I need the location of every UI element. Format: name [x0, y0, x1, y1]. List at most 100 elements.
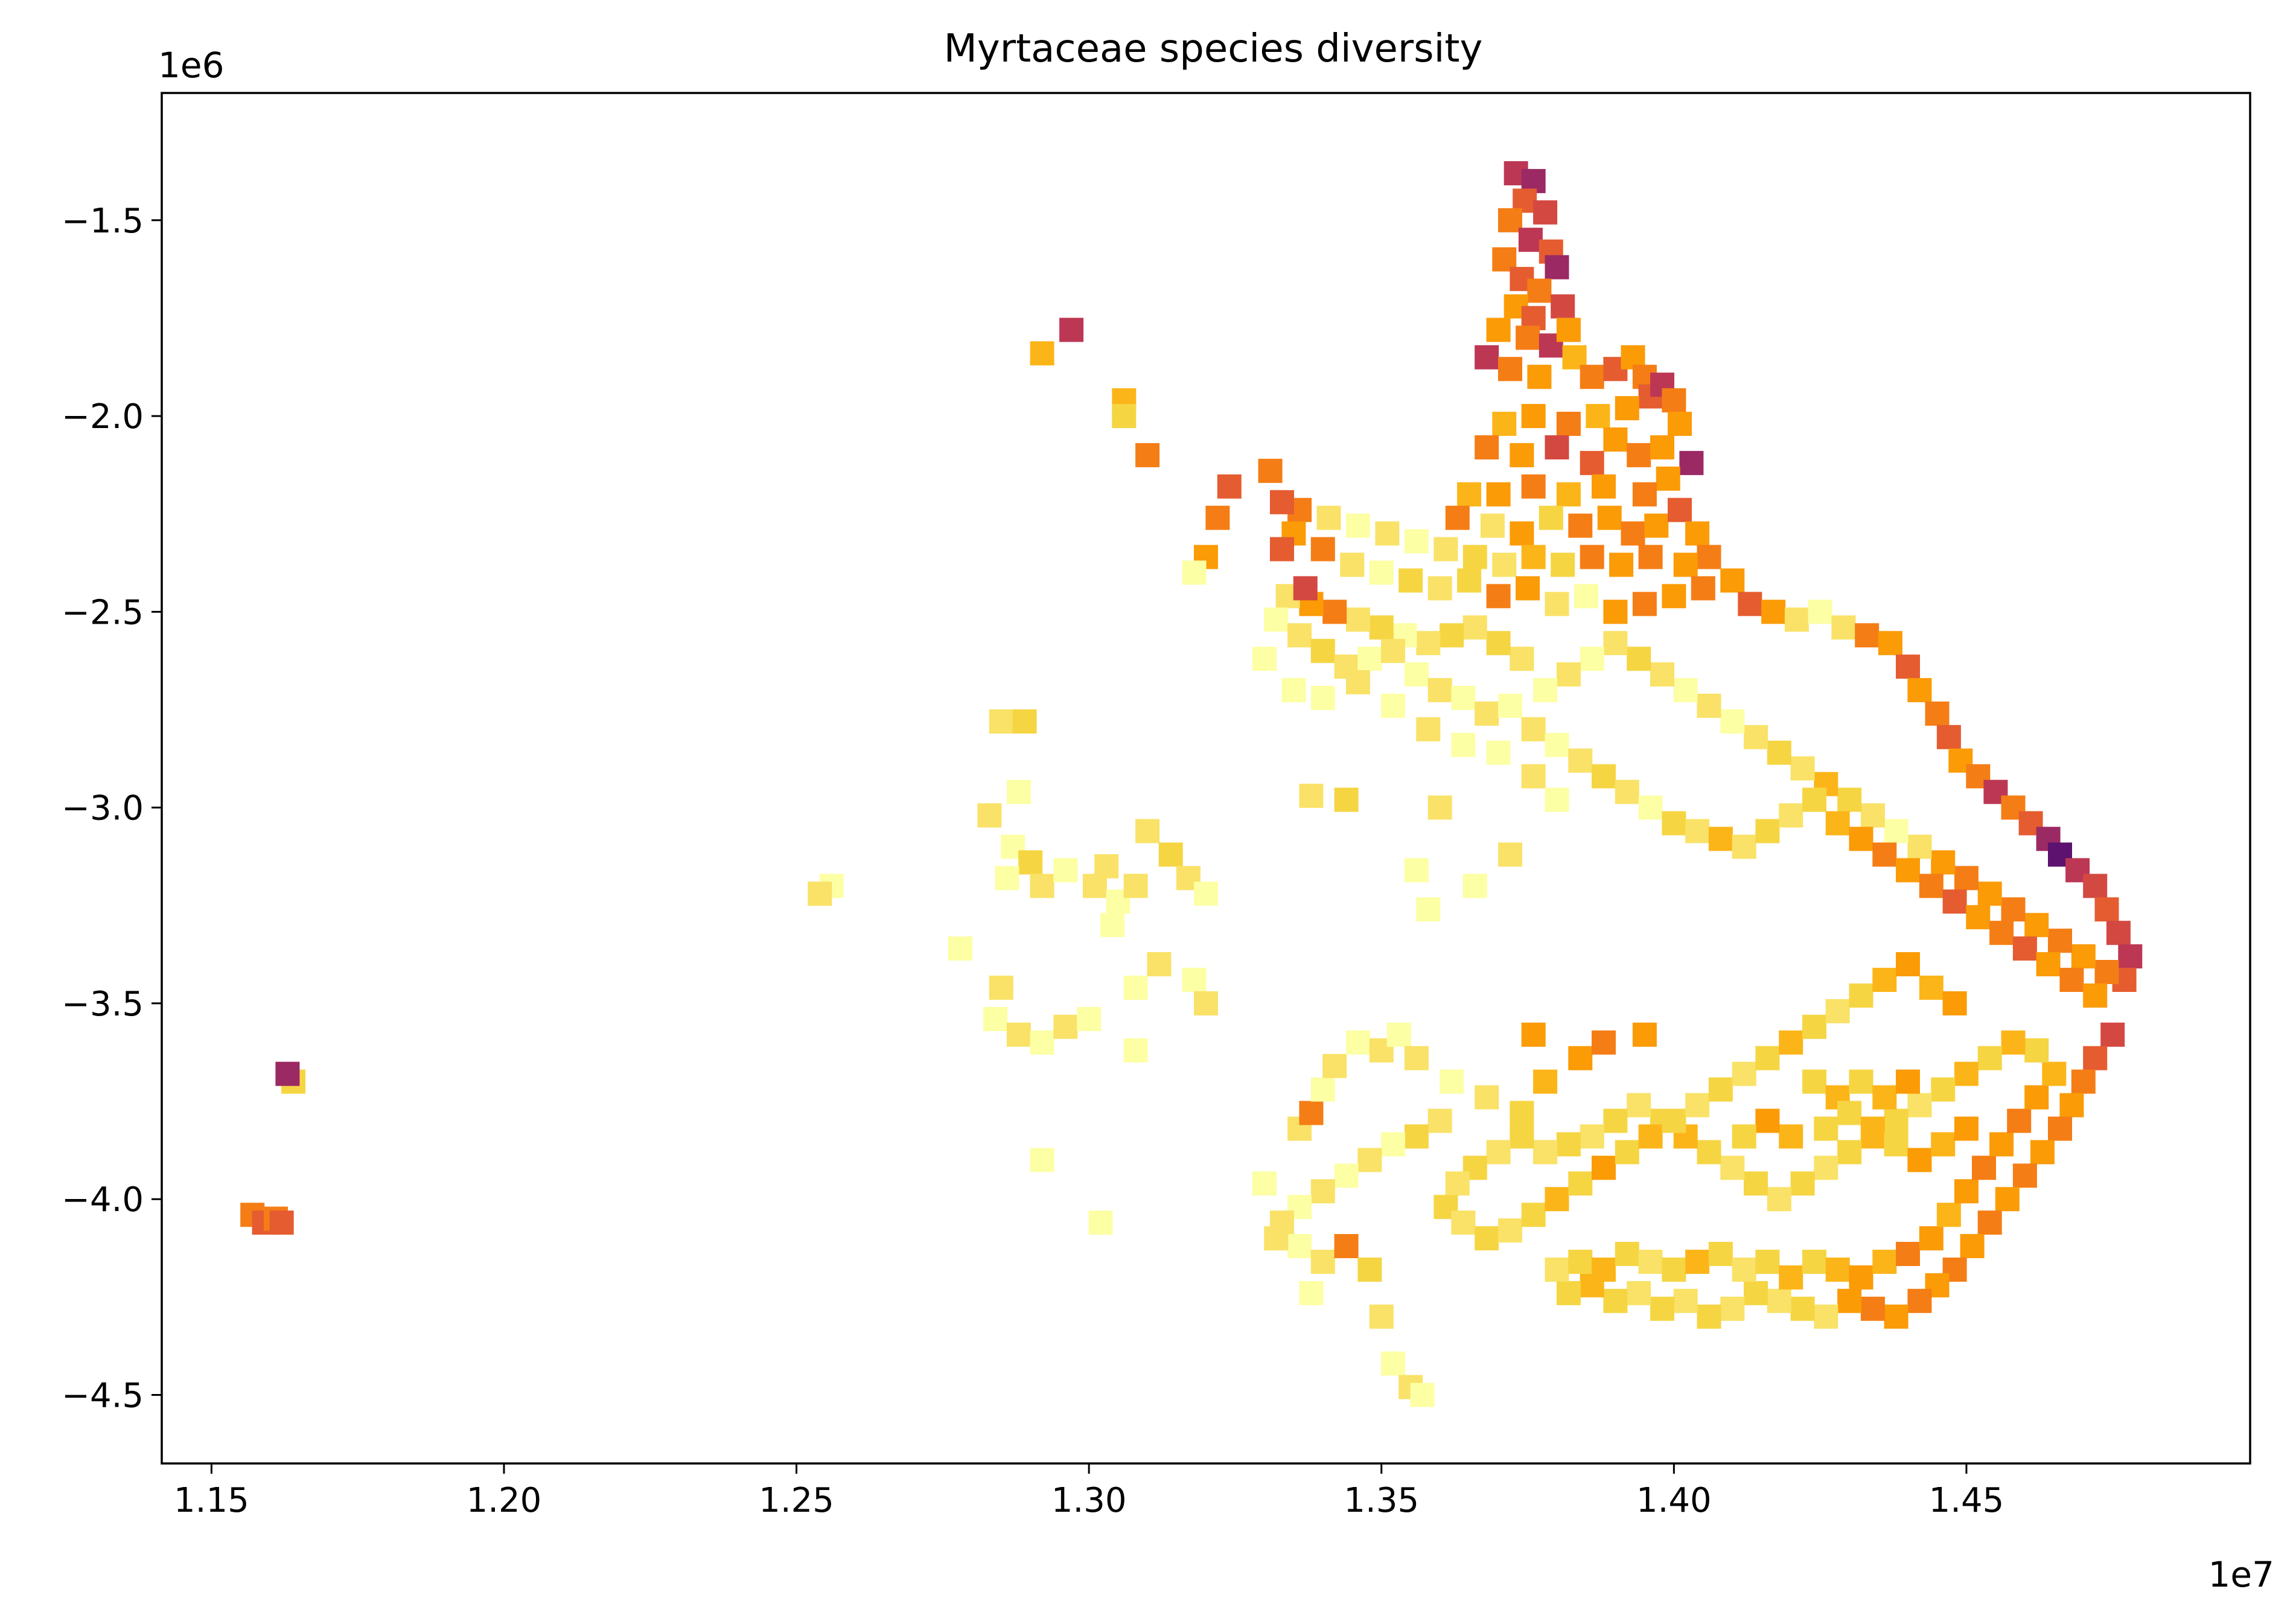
data-point: [1615, 1140, 1639, 1165]
data-point: [1860, 1296, 1885, 1321]
data-point: [989, 709, 1013, 734]
data-point: [1445, 1171, 1470, 1196]
data-point: [1989, 1132, 2014, 1157]
data-point: [1972, 1156, 1996, 1180]
data-point: [1662, 1258, 1686, 1282]
data-point: [1872, 1250, 1897, 1274]
data-point: [1556, 318, 1581, 342]
data-point: [1556, 1281, 1581, 1305]
y-tick-label: −4.0: [62, 1180, 144, 1220]
data-point: [1293, 576, 1318, 601]
data-point: [1533, 1069, 1558, 1094]
data-point: [1872, 842, 1897, 867]
data-point: [1650, 1296, 1674, 1321]
data-point: [1551, 552, 1575, 577]
data-point: [1516, 576, 1540, 601]
data-point: [1486, 740, 1511, 765]
data-point: [1802, 1014, 1826, 1039]
data-point: [1925, 702, 1950, 726]
data-point: [1668, 497, 1692, 522]
data-point: [1147, 952, 1172, 977]
data-point: [1539, 505, 1563, 530]
data-point: [1194, 881, 1218, 906]
data-point: [1404, 1046, 1429, 1070]
data-point: [1884, 1304, 1909, 1329]
data-point: [1708, 827, 1733, 851]
data-point: [1310, 686, 1335, 710]
data-point: [1310, 639, 1335, 664]
data-point: [1510, 521, 1534, 546]
data-point: [1814, 1304, 1838, 1329]
data-point: [1533, 200, 1558, 225]
data-point: [1521, 764, 1546, 788]
data-point: [2100, 1022, 2125, 1047]
data-point: [1650, 435, 1674, 459]
data-point: [1632, 482, 1657, 507]
data-point: [1679, 450, 1704, 475]
data-point: [1592, 1030, 1616, 1055]
data-point: [1486, 1140, 1511, 1165]
data-point: [2048, 929, 2072, 953]
data-point: [1732, 1258, 1756, 1282]
data-point: [1732, 1124, 1756, 1149]
data-point: [1580, 647, 1604, 671]
y-axis: −1.5 −2.0 −2.5 −3.0 −3.5 −4.0 −4.5: [62, 202, 162, 1416]
data-point: [1316, 505, 1341, 530]
data-point: [1603, 1108, 1628, 1133]
x-axis-offset-label: 1e7: [2208, 1554, 2275, 1595]
data-point: [1322, 600, 1347, 624]
data-point: [1802, 1250, 1826, 1274]
data-point: [1427, 795, 1452, 820]
data-point: [1006, 779, 1031, 804]
data-point: [1878, 631, 1902, 656]
data-point: [1516, 325, 1540, 350]
data-point: [1779, 1124, 1803, 1149]
data-point: [1427, 576, 1452, 601]
data-point: [989, 976, 1013, 1000]
data-point: [1416, 717, 1441, 741]
data-point: [1030, 874, 1054, 898]
data-point: [1545, 732, 1569, 757]
data-point: [1270, 537, 1294, 561]
data-point: [1375, 521, 1400, 546]
data-point: [1545, 435, 1569, 459]
data-point: [1457, 568, 1482, 593]
data-point: [1410, 1383, 1435, 1407]
data-point: [1638, 545, 1663, 569]
data-point: [1135, 819, 1160, 843]
data-point: [1638, 1250, 1663, 1274]
data-point: [1779, 1030, 1803, 1055]
data-point: [1475, 435, 1499, 459]
data-point: [1427, 678, 1452, 703]
data-point: [1252, 647, 1277, 671]
data-point: [1954, 1061, 1979, 1086]
x-tick-label: 1.25: [759, 1481, 834, 1520]
data-point: [1462, 874, 1487, 898]
data-point: [1381, 639, 1406, 664]
data-point: [1386, 1022, 1411, 1047]
data-point: [1258, 458, 1283, 483]
data-point: [1556, 1132, 1581, 1157]
data-point: [1685, 1093, 1710, 1118]
data-point: [1518, 228, 1543, 252]
data-point: [1784, 607, 1809, 632]
data-point: [1919, 1226, 1944, 1251]
data-point: [1627, 1093, 1651, 1118]
data-point: [2048, 1116, 2072, 1141]
data-point: [1860, 1116, 1885, 1141]
data-point: [1668, 412, 1692, 436]
data-point: [1357, 1148, 1382, 1172]
data-point: [1492, 412, 1517, 436]
data-point: [1720, 709, 1745, 734]
data-point: [1217, 474, 1242, 499]
data-point: [1030, 1148, 1054, 1172]
data-point: [1586, 404, 1610, 429]
data-point: [995, 866, 1019, 891]
x-tick-label: 1.40: [1636, 1481, 1712, 1520]
data-point: [1533, 1140, 1558, 1165]
data-point: [1404, 529, 1429, 554]
data-point: [1673, 552, 1698, 577]
x-axis: 1.15 1.20 1.25 1.30 1.35 1.40 1.45: [174, 1463, 2004, 1520]
data-point: [1568, 1046, 1593, 1070]
